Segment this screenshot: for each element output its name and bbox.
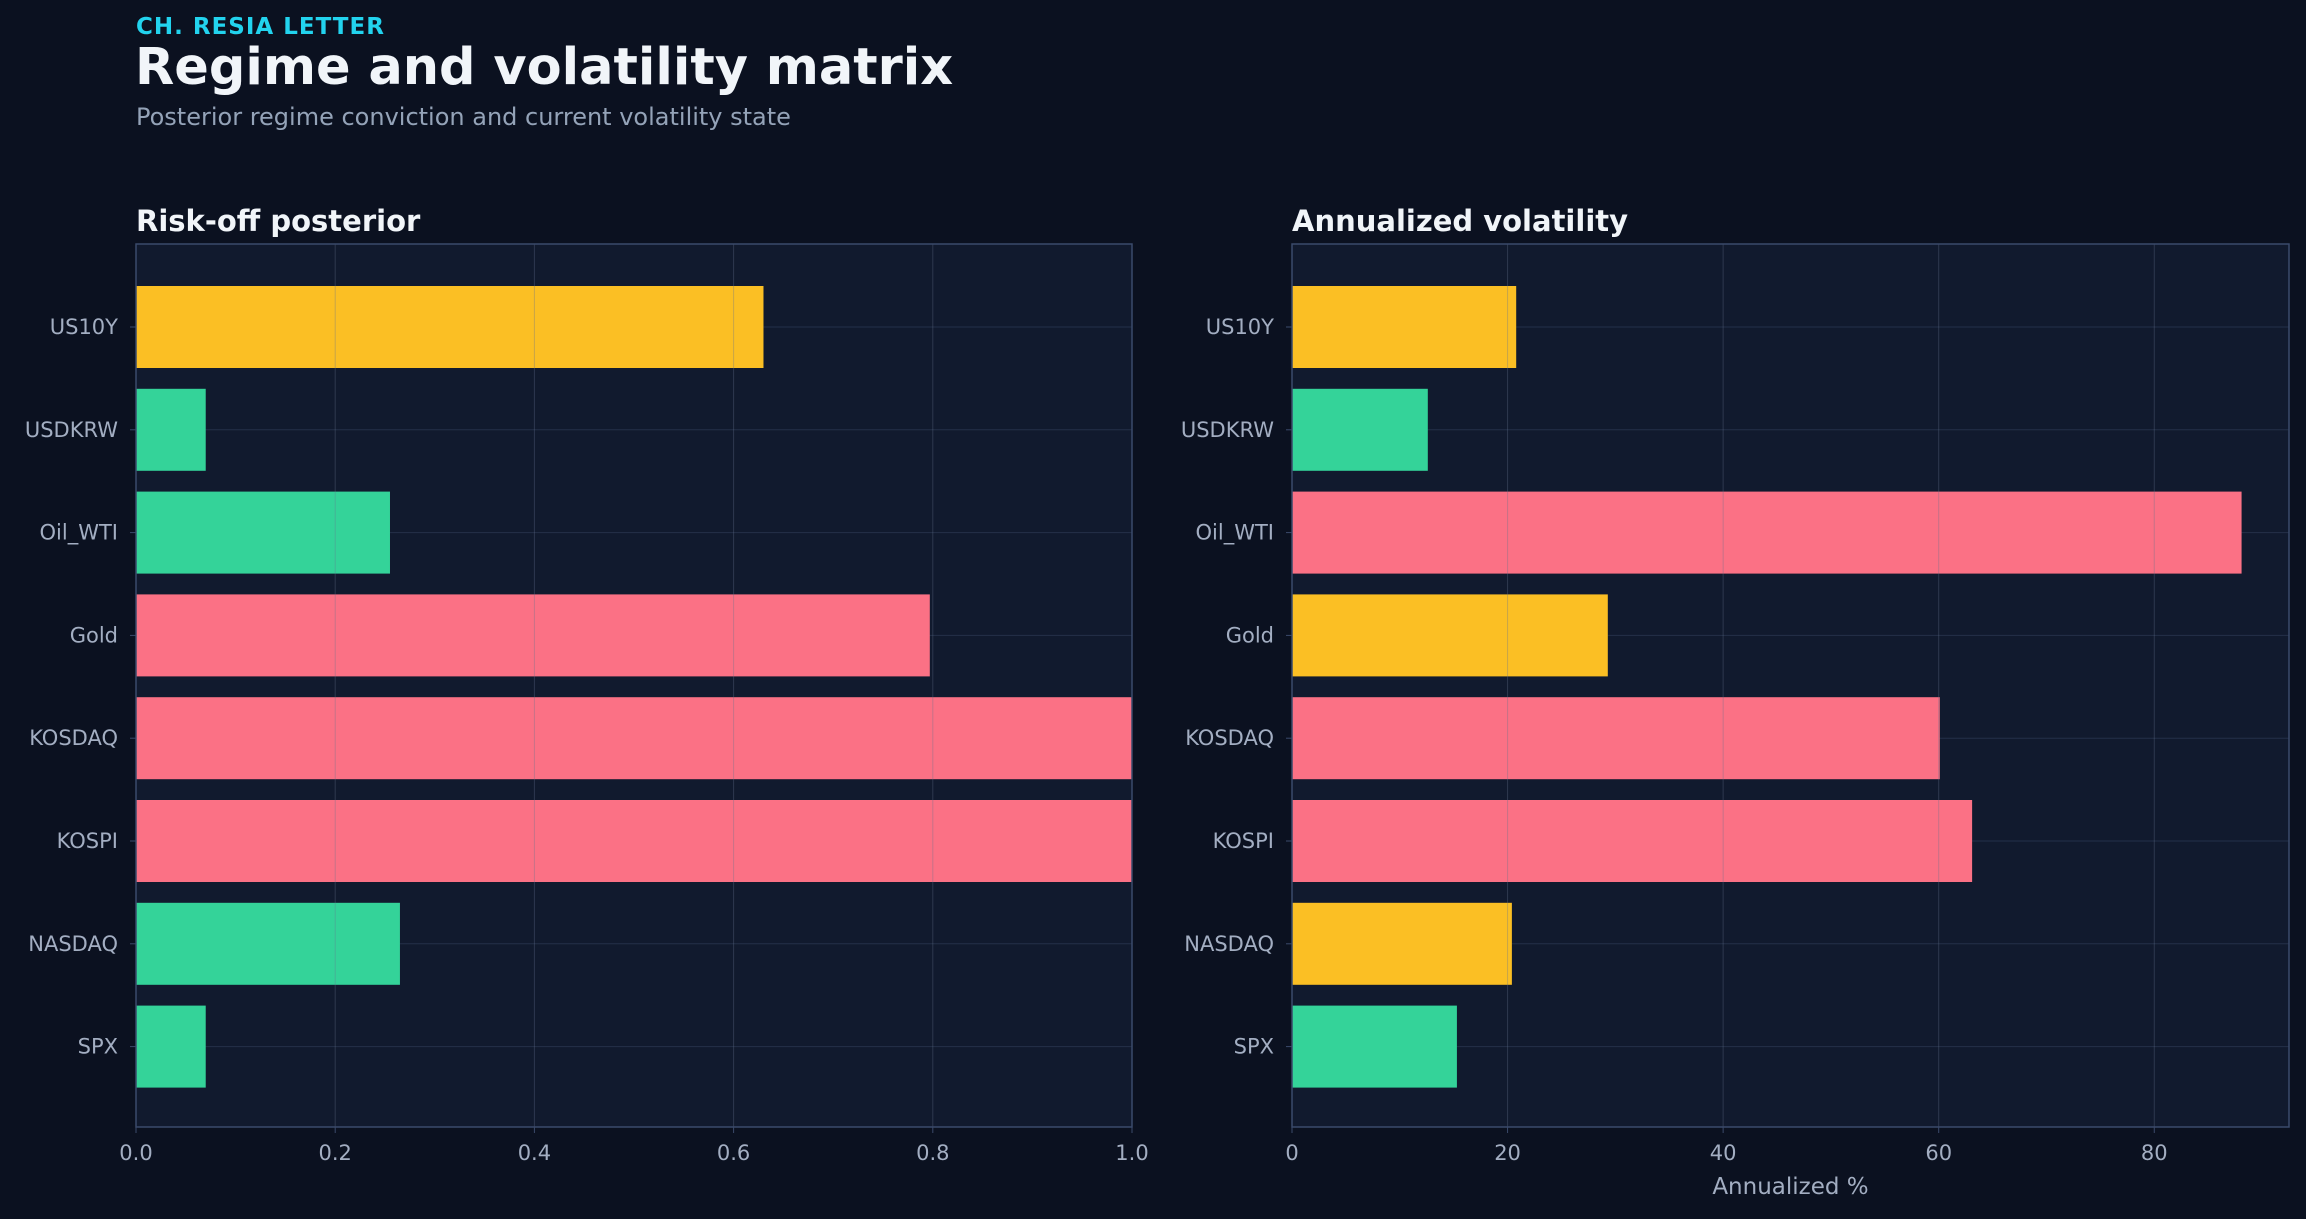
posterior-xtick-label: 0.6 — [717, 1141, 750, 1165]
volatility-ytick-label: US10Y — [1206, 315, 1274, 339]
volatility-xtick-label: 20 — [1494, 1141, 1521, 1165]
volatility-bar-oil-wti — [1292, 491, 2242, 574]
posterior-bar-nasdaq — [136, 902, 400, 985]
volatility-ytick-label: NASDAQ — [1184, 932, 1274, 956]
volatility-ytick-label: Gold — [1226, 623, 1274, 647]
volatility-bar-us10y — [1292, 286, 1517, 368]
page-title: Regime and volatility matrix — [135, 38, 954, 97]
posterior-bar-us10y — [136, 286, 764, 368]
posterior-ytick-label: US10Y — [50, 315, 118, 339]
volatility-ytick-label: SPX — [1234, 1035, 1274, 1059]
posterior-xtick-label: 0.0 — [119, 1141, 152, 1165]
posterior-xtick-label: 1.0 — [1115, 1141, 1148, 1165]
posterior-xtick-label: 0.8 — [916, 1141, 949, 1165]
volatility-xtick-label: 40 — [1710, 1141, 1737, 1165]
posterior-bar-kosdaq — [136, 697, 1132, 780]
volatility-bar-gold — [1292, 594, 1608, 677]
posterior-ytick-label: KOSPI — [57, 829, 118, 853]
posterior-bar-usdkrw — [136, 388, 206, 471]
posterior-ytick-label: SPX — [78, 1035, 118, 1059]
volatility-bar-usdkrw — [1292, 388, 1428, 471]
volatility-chart: Annualized volatility US10Y USDKRW Oil_WTI G… — [1181, 204, 2290, 1200]
posterior-bar-spx — [136, 1005, 206, 1088]
volatility-bar-kosdaq — [1292, 697, 1940, 780]
volatility-title: Annualized volatility — [1292, 204, 1628, 238]
volatility-xtick-label: 0 — [1285, 1141, 1298, 1165]
posterior-bar-gold — [136, 594, 930, 677]
posterior-xtick-label: 0.4 — [518, 1141, 551, 1165]
volatility-xtick-label: 60 — [1925, 1141, 1952, 1165]
posterior-xtick-label: 0.2 — [318, 1141, 351, 1165]
posterior-ytick-label: Gold — [70, 623, 118, 647]
volatility-frame — [1291, 243, 2290, 1128]
volatility-ytick-label: KOSDAQ — [1185, 726, 1274, 750]
posterior-bar-oil-wti — [136, 491, 390, 574]
volatility-bar-spx — [1292, 1005, 1457, 1088]
volatility-plot-area — [1292, 244, 2289, 1127]
posterior-bar-kospi — [136, 800, 1132, 882]
volatility-bar-kospi — [1292, 800, 1973, 882]
volatility-xtick-label: 80 — [2141, 1141, 2168, 1165]
posterior-ytick-label: NASDAQ — [28, 932, 118, 956]
posterior-title: Risk-off posterior — [136, 204, 421, 238]
volatility-bar-nasdaq — [1292, 902, 1512, 985]
volatility-ytick-label: USDKRW — [1181, 418, 1274, 442]
volatility-ytick-label: KOSPI — [1213, 829, 1274, 853]
posterior-ytick-label: KOSDAQ — [29, 726, 118, 750]
kicker-label: CH. RESIA LETTER — [136, 14, 385, 40]
posterior-chart: Risk-off posterior US10Y USDKRW Oil_WTI Gold… — [25, 204, 1149, 1165]
page-subtitle: Posterior regime conviction and current … — [136, 103, 791, 131]
posterior-ytick-label: USDKRW — [25, 418, 118, 442]
posterior-ytick-label: Oil_WTI — [40, 521, 118, 546]
posterior-frame — [135, 243, 1133, 1128]
posterior-plot-area — [136, 244, 1132, 1127]
volatility-xlabel: Annualized % — [1712, 1174, 1868, 1200]
volatility-ytick-label: Oil_WTI — [1196, 521, 1274, 546]
